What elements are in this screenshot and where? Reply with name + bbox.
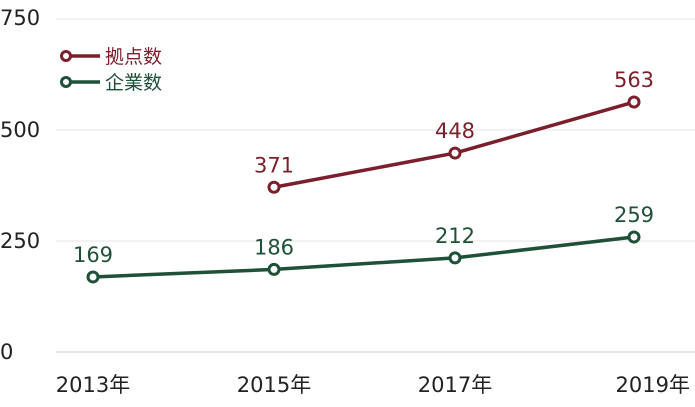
data-label-s1-3: 259 [614, 203, 654, 227]
data-point-s1-0 [86, 270, 100, 284]
x-tick-label-1: 2015年 [237, 373, 311, 397]
legend-label-0: 拠点数 [105, 46, 162, 68]
data-label-s0-3: 563 [614, 68, 654, 92]
axes: 0 250 500 750 2013年 2015年 2017年 2019年 [0, 6, 695, 397]
legend-label-1: 企業数 [105, 72, 162, 94]
data-point-s0-3 [627, 95, 641, 109]
x-tick-label-3: 2019年 [616, 373, 690, 397]
data-point-s1-3 [627, 230, 641, 244]
series [86, 95, 641, 284]
data-label-s0-2: 448 [435, 119, 475, 143]
legend-marker-1 [60, 76, 72, 88]
data-point-s0-2 [448, 146, 462, 160]
x-tick-label-2: 2017年 [418, 373, 492, 397]
y-tick-label-500: 500 [0, 118, 40, 142]
data-point-s0-1 [267, 180, 281, 194]
x-tick-label-0: 2013年 [56, 373, 130, 397]
y-tick-label-0: 0 [0, 340, 13, 364]
legend-marker-0 [60, 50, 72, 62]
series-line-1 [91, 235, 636, 279]
data-point-s1-2 [448, 251, 462, 265]
data-label-s1-0: 169 [73, 243, 113, 267]
data-point-s1-1 [267, 262, 281, 276]
data-label-s1-2: 212 [435, 224, 475, 248]
data-label-s1-1: 186 [254, 235, 294, 259]
y-tick-label-750: 750 [0, 6, 40, 30]
data-labels: 371 448 563 169 186 212 259 [73, 68, 654, 267]
y-tick-label-250: 250 [0, 229, 40, 253]
series-line-0 [272, 100, 636, 190]
data-label-s0-1: 371 [254, 153, 294, 177]
